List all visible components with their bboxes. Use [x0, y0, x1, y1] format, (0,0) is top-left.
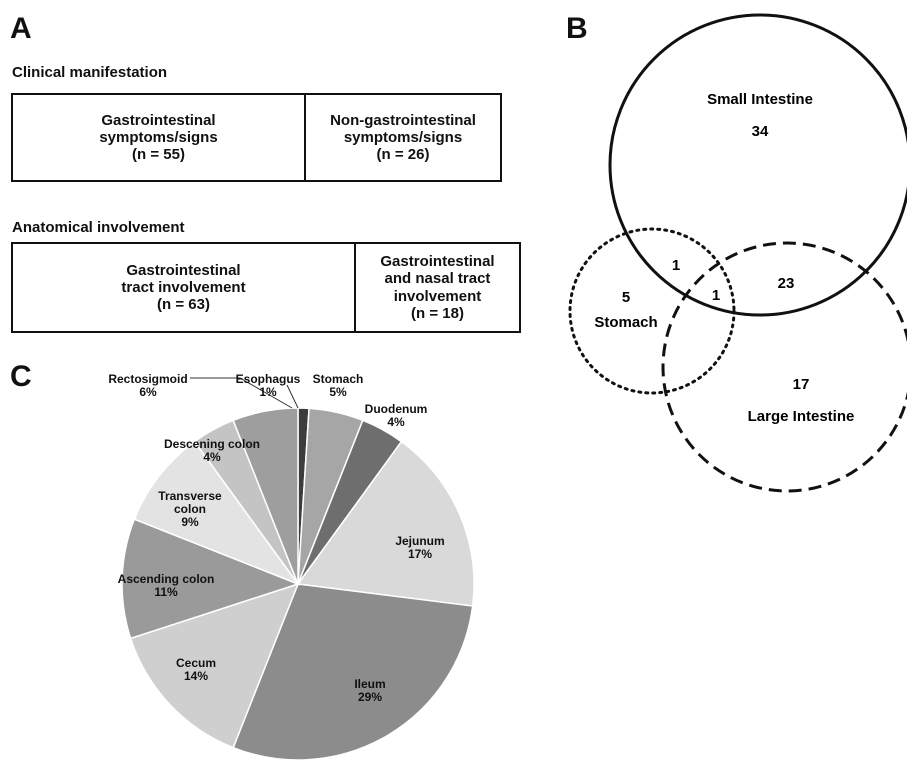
cell-line: symptoms/signs [343, 128, 463, 146]
pie-slice-ascending-colon [121, 518, 301, 640]
pie-slice-ileum [232, 583, 474, 761]
non-gi-symptoms-cell: Non-gastrointestinal symptoms/signs (n =… [304, 95, 500, 180]
pie-slice-jejunum [296, 440, 475, 607]
cell-line: symptoms/signs [99, 128, 218, 146]
pie-percent-label: 29% [358, 690, 382, 704]
pie-percent-label: 17% [408, 547, 432, 561]
cell-line: Non-gastrointestinal [330, 111, 476, 129]
pie-category-label: Ascending colon [118, 572, 215, 586]
cell-line: tract involvement [121, 278, 246, 296]
cell-line: Gastrointestinal [380, 253, 495, 270]
pie-category-label: Stomach [313, 372, 364, 386]
pie-category-label: colon [174, 502, 206, 516]
panel-label-a: A [10, 12, 32, 45]
panel-label-c: C [10, 360, 32, 393]
pie-percent-label: 4% [387, 415, 405, 429]
pie-category-label: Ileum [354, 677, 385, 691]
clinical-manifestation-box: Gastrointestinal symptoms/signs (n = 55)… [11, 93, 502, 182]
section-title-clinical: Clinical manifestation [12, 64, 168, 81]
pie-category-label: Transverse [158, 489, 222, 503]
gi-symptoms-text: Gastrointestinal symptoms/signs (n = 55) [99, 112, 217, 164]
gi-tract-text: Gastrointestinal tract involvement (n = … [121, 262, 245, 314]
cell-line: (n = 18) [411, 304, 464, 322]
gi-tract-cell: Gastrointestinal tract involvement (n = … [13, 244, 354, 331]
panel-label-b: B [566, 12, 588, 45]
pie-category-label: Rectosigmoid [108, 372, 187, 386]
pie-percent-label: 14% [184, 669, 208, 683]
cell-line: Gastrointestinal [126, 261, 241, 279]
pie-percent-label: 6% [139, 385, 157, 399]
cell-line: and nasal tract [384, 270, 491, 288]
pie-category-label: Esophagus [236, 372, 301, 386]
pie-percent-label: 4% [203, 450, 221, 464]
section-title-anatomical: Anatomical involvement [12, 219, 185, 236]
cell-line: (n = 63) [157, 296, 210, 314]
pie-percent-label: 9% [181, 515, 199, 529]
pie-percent-label: 11% [154, 585, 178, 599]
pie-percent-label: 1% [259, 385, 277, 399]
cell-line: involvement [393, 287, 482, 305]
leader-line-rectosigmoid [190, 377, 293, 409]
pie-category-label: Duodenum [365, 402, 428, 416]
pie-percent-label: 5% [329, 385, 347, 399]
cell-line: (n = 26) [376, 146, 430, 164]
gi-nasal-cell: Gastrointestinal and nasal tract involve… [354, 244, 519, 331]
pie-category-label: Jejunum [395, 534, 444, 548]
cell-line: Gastrointestinal [101, 111, 216, 129]
pie-category-label: Descening colon [164, 437, 260, 451]
gi-symptoms-cell: Gastrointestinal symptoms/signs (n = 55) [13, 95, 304, 180]
cell-line: (n = 55) [132, 146, 185, 164]
gi-nasal-text: Gastrointestinal and nasal tract involve… [380, 253, 494, 322]
leader-line-esophagus [286, 384, 299, 409]
pie-slice-transverse-colon [133, 440, 301, 586]
anatomical-involvement-box: Gastrointestinal tract involvement (n = … [11, 242, 521, 333]
pie-category-label: Cecum [176, 656, 216, 670]
non-gi-symptoms-text: Non-gastrointestinal symptoms/signs (n =… [330, 112, 476, 164]
